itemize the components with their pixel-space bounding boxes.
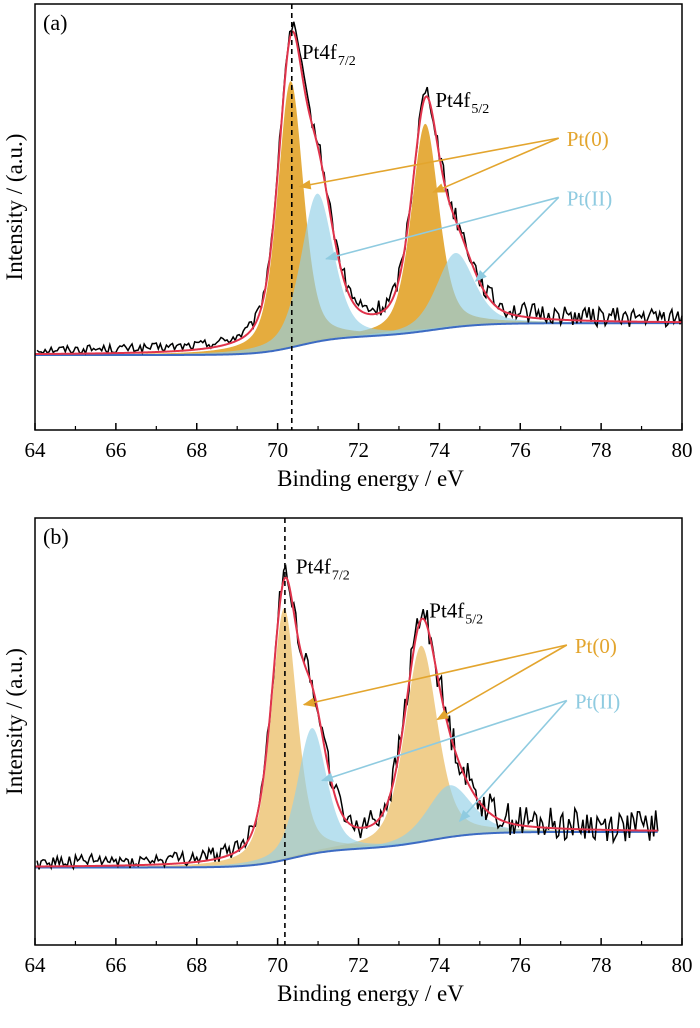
x-tick-label: 78 <box>591 438 612 462</box>
x-tick-label: 74 <box>429 953 451 977</box>
component-pt0-peak-1 <box>35 81 682 355</box>
x-tick-label: 68 <box>186 438 207 462</box>
background-line <box>35 830 658 869</box>
peak-label: Pt4f <box>429 599 464 623</box>
x-tick-label: 70 <box>267 438 288 462</box>
x-tick-label: 68 <box>186 953 207 977</box>
background-line <box>35 322 682 356</box>
x-tick-label: 76 <box>510 438 531 462</box>
x-axis-title: Binding energy / eV <box>277 466 464 491</box>
x-tick-label: 80 <box>672 953 693 977</box>
annotation-arrow <box>324 196 559 261</box>
x-tick-label: 66 <box>105 953 126 977</box>
panel-label: (b) <box>43 524 69 549</box>
state-label: Pt(II) <box>567 186 613 210</box>
x-tick-label: 72 <box>348 953 369 977</box>
chart-panel-a: 64 66 68 70 72 74 76 78 80 Binding energy / eV Int… <box>2 3 693 491</box>
annotation-arrow <box>436 644 568 721</box>
x-axis-title: Binding energy / eV <box>277 981 464 1006</box>
x-tick-label: 64 <box>25 438 47 462</box>
x-tick-label: 70 <box>267 953 288 977</box>
peak-label-subscript: 5/2 <box>465 613 483 628</box>
state-label: Pt(II) <box>575 690 621 714</box>
x-tick-label: 64 <box>25 953 47 977</box>
x-tick-label: 80 <box>672 438 693 462</box>
peak-label: Pt4f <box>296 554 331 578</box>
component-pt2-peak-1 <box>35 193 682 355</box>
peak-label: Pt4f <box>302 40 337 64</box>
y-axis-title: Intensity / (a.u.) <box>2 134 27 281</box>
x-tick-label: 72 <box>348 438 369 462</box>
y-axis-title: Intensity / (a.u.) <box>2 648 27 795</box>
x-tick-label: 74 <box>429 438 451 462</box>
x-tick-label: 66 <box>105 438 126 462</box>
annotation-arrow <box>474 196 560 282</box>
plot-frame <box>34 3 683 431</box>
fitted-envelope-line <box>34 30 683 356</box>
annotation-arrow <box>320 699 568 782</box>
x-tick-label: 76 <box>510 953 531 977</box>
annotation-arrow <box>432 137 560 193</box>
raw-data-line <box>36 21 683 356</box>
panel-label: (a) <box>43 10 67 35</box>
peak-label-subscript: 5/2 <box>471 102 489 117</box>
plot-frame <box>34 517 683 946</box>
peak-label-subscript: 7/2 <box>338 54 356 69</box>
peak-label: Pt4f <box>435 88 470 112</box>
x-tick-label: 78 <box>591 953 612 977</box>
component-pt2-peak-1 <box>35 728 658 868</box>
chart-panel-b: 64 66 68 70 72 74 76 78 80 Binding energy / eV Int… <box>2 517 693 1006</box>
peak-label-subscript: 7/2 <box>332 568 350 583</box>
state-label: Pt(0) <box>575 634 617 658</box>
raw-data-line <box>36 564 659 871</box>
annotation-arrow <box>302 644 567 707</box>
state-label: Pt(0) <box>567 127 609 151</box>
annotation-arrow <box>458 699 568 823</box>
fitted-envelope-line <box>35 576 658 868</box>
annotation-arrow <box>298 137 559 190</box>
